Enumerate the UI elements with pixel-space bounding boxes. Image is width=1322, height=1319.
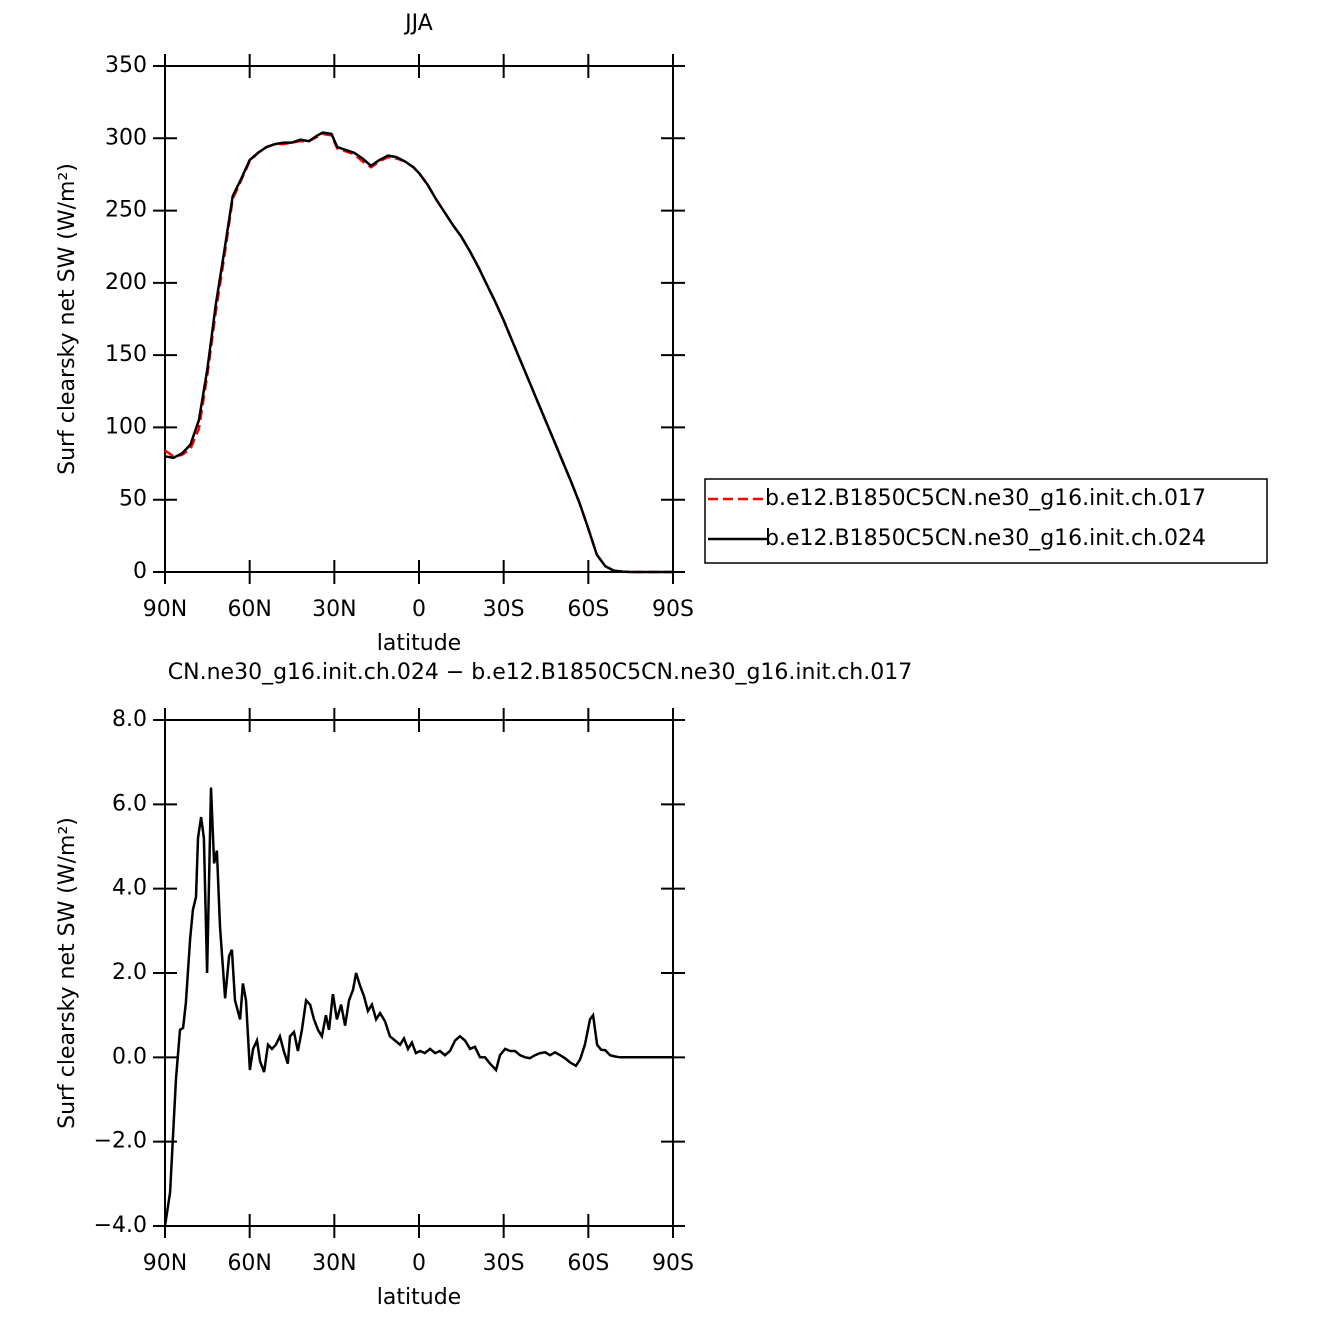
x-tick-label: 90S: [652, 1251, 694, 1276]
y-tick-label: 0: [133, 559, 147, 584]
x-tick-label: 90N: [143, 1251, 187, 1276]
chart-title: CN.ne30_g16.init.ch.024 − b.e12.B1850C5C…: [168, 660, 912, 685]
y-tick-label: 350: [105, 53, 147, 78]
plot-frame: [164, 65, 674, 573]
x-tick-label: 60N: [227, 1251, 271, 1276]
y-tick-label: −2.0: [94, 1129, 147, 1154]
legend-label: b.e12.B1850C5CN.ne30_g16.init.ch.024: [765, 526, 1206, 551]
plot-frame: [164, 719, 674, 1227]
y-tick-label: 150: [105, 342, 147, 367]
y-tick-label: 50: [119, 487, 147, 512]
data-line: [164, 132, 673, 574]
data-line: [164, 131, 673, 574]
y-tick-label: 2.0: [112, 960, 147, 985]
x-tick-label: 90N: [143, 597, 187, 622]
y-tick-label: 4.0: [112, 876, 147, 901]
x-tick-label: 0: [412, 1251, 426, 1276]
legend-box: [704, 478, 1268, 564]
legend-label: b.e12.B1850C5CN.ne30_g16.init.ch.017: [765, 486, 1206, 511]
y-tick-label: −4.0: [94, 1213, 147, 1238]
y-tick-label: 8.0: [112, 707, 147, 732]
x-tick-label: 30N: [312, 1251, 356, 1276]
y-axis-label: Surf clearsky net SW (W/m²): [55, 817, 80, 1129]
y-tick-label: 300: [105, 125, 147, 150]
chart-title: JJA: [403, 11, 433, 36]
data-line: [163, 787, 673, 1227]
y-tick-label: 100: [105, 414, 147, 439]
y-axis-label: Surf clearsky net SW (W/m²): [55, 163, 80, 475]
x-tick-label: 0: [412, 597, 426, 622]
y-tick-label: 0.0: [112, 1044, 147, 1069]
x-tick-label: 30S: [483, 1251, 525, 1276]
x-axis-label: latitude: [377, 1285, 461, 1310]
x-tick-label: 60S: [567, 1251, 609, 1276]
x-tick-label: 30N: [312, 597, 356, 622]
x-axis-label: latitude: [377, 631, 461, 656]
x-tick-label: 60S: [567, 597, 609, 622]
y-tick-label: 6.0: [112, 791, 147, 816]
x-tick-label: 60N: [227, 597, 271, 622]
x-tick-label: 90S: [652, 597, 694, 622]
x-tick-label: 30S: [483, 597, 525, 622]
y-tick-label: 250: [105, 198, 147, 223]
y-tick-label: 200: [105, 270, 147, 295]
